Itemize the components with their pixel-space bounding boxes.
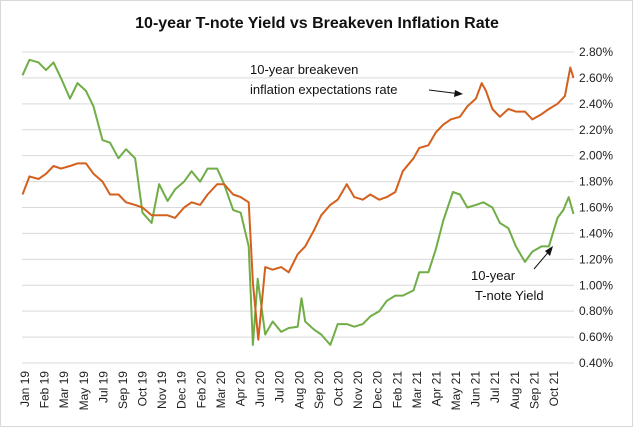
x-tick-label: Nov 20 [351, 371, 365, 409]
y-tick-label: 1.00% [579, 278, 613, 292]
x-tick-label: Sep 21 [527, 371, 541, 409]
series-lines [21, 58, 575, 346]
x-axis-ticks: Jan 19 Feb 19 Mar 19 May 19 Jul 19 Sep 19 Oct … [18, 371, 561, 411]
x-tick-label: Dec 19 [175, 371, 189, 409]
y-tick-label: 2.60% [579, 71, 613, 85]
annotation-yield-arrowhead [545, 246, 553, 256]
y-tick-label: 2.00% [579, 149, 613, 163]
x-tick-label: Oct 19 [136, 371, 150, 407]
x-tick-label: Mar 21 [410, 371, 424, 409]
y-tick-label: 1.80% [579, 175, 613, 189]
chart-title: 10-year T-note Yield vs Breakeven Inflat… [135, 15, 499, 32]
x-tick-label: Dec 20 [371, 371, 385, 409]
x-tick-label: Jun 20 [253, 371, 267, 407]
x-tick-label: Feb 19 [38, 371, 52, 409]
series-line-breakeven [21, 66, 575, 341]
annotation-breakeven-line-2: inflation expectations rate [250, 82, 397, 97]
x-tick-label: Mar 20 [214, 371, 228, 409]
y-tick-label: 0.60% [579, 330, 613, 344]
x-tick-label: Jul 21 [488, 371, 502, 403]
x-tick-label: Jun 21 [469, 371, 483, 407]
x-tick-label: Jan 19 [18, 371, 32, 407]
annotation-yield-line-2: T-note Yield [475, 288, 544, 303]
gridlines [22, 51, 574, 364]
x-tick-label: May 19 [77, 371, 91, 411]
x-tick-label: May 21 [449, 371, 463, 411]
annotation-breakeven: 10-year breakeven inflation expectations… [250, 62, 463, 97]
x-tick-label: Feb 20 [194, 371, 208, 409]
x-tick-label: Sep 19 [116, 371, 130, 409]
x-tick-label: Sep 20 [312, 371, 326, 409]
y-tick-label: 1.60% [579, 201, 613, 215]
y-tick-label: 1.20% [579, 252, 613, 266]
y-tick-label: 2.40% [579, 97, 613, 111]
x-tick-label: Aug 20 [292, 371, 306, 409]
annotation-yield-line-1: 10-year [471, 268, 516, 283]
x-tick-label: Jul 20 [273, 371, 287, 403]
y-tick-label: 0.80% [579, 304, 613, 318]
x-tick-label: Oct 21 [547, 371, 561, 407]
annotation-breakeven-line-1: 10-year breakeven [250, 62, 358, 77]
annotation-breakeven-arrowhead [454, 90, 463, 97]
x-tick-label: Nov 19 [155, 371, 169, 409]
y-tick-label: 0.40% [579, 356, 613, 370]
x-tick-label: Jul 19 [96, 371, 110, 403]
y-tick-label: 1.40% [579, 226, 613, 240]
annotation-yield: 10-year T-note Yield [471, 246, 553, 303]
y-axis-ticks: 0.40% 0.60% 0.80% 1.00% 1.20% 1.40% 1.60% 1.80%… [579, 45, 613, 370]
series-line-yield [21, 58, 575, 346]
y-tick-label: 2.80% [579, 45, 613, 59]
x-tick-label: Aug 21 [508, 371, 522, 409]
x-tick-label: Apr 21 [429, 371, 443, 407]
x-tick-label: Oct 20 [331, 371, 345, 407]
y-tick-label: 2.20% [579, 123, 613, 137]
x-tick-label: Apr 20 [234, 371, 248, 407]
x-tick-label: Mar 19 [57, 371, 71, 409]
x-tick-label: Feb 21 [390, 371, 404, 409]
